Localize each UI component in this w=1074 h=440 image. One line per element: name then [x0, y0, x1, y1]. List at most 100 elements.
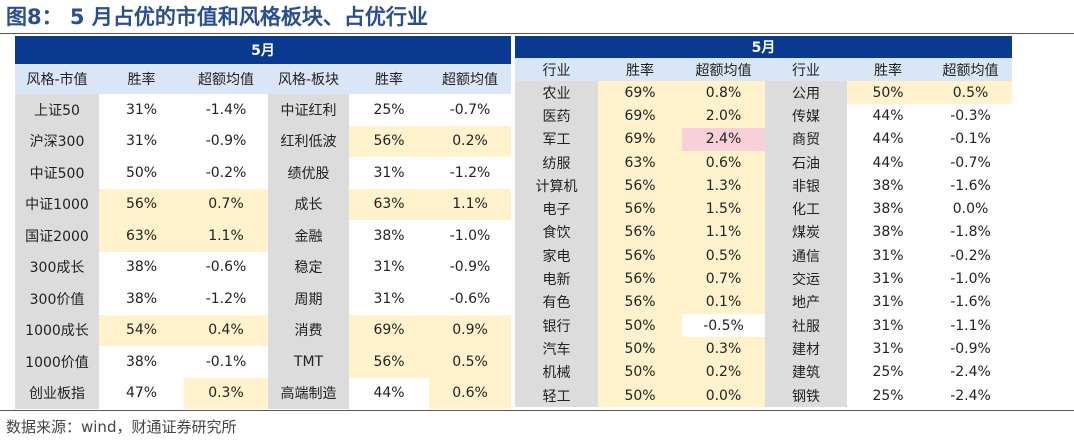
- table-cell: -0.5%: [682, 313, 765, 338]
- table-cell: 建筑: [765, 360, 847, 384]
- table-row: 医药 69% 2.0% 传媒 44% -0.3%: [515, 104, 1013, 128]
- table-row: 上证50 31% -1.4% 中证红利 25% -0.7%: [15, 94, 512, 126]
- table-cell: 31%: [349, 251, 429, 283]
- table-cell: 47%: [99, 377, 184, 409]
- header-cell: 行业: [515, 58, 598, 81]
- month-label: 5月: [15, 36, 512, 64]
- table-cell: 地产: [765, 290, 847, 314]
- table-cell: 食饮: [515, 220, 598, 245]
- table-cell: 1000价值: [15, 346, 99, 378]
- table-cell: -1.2%: [429, 157, 512, 189]
- table-cell: 0.5%: [429, 346, 512, 378]
- table-cell: 56%: [598, 220, 682, 245]
- table-cell: -1.2%: [184, 283, 268, 315]
- figure-title: 图8： 5 月占优的市值和风格板块、占优行业: [6, 5, 428, 29]
- table-cell: 绩优股: [268, 157, 349, 189]
- table-cell: 医药: [515, 104, 598, 128]
- table-cell: 0.4%: [184, 314, 268, 346]
- table-cell: -1.1%: [929, 313, 1013, 338]
- table-row: 银行 50% -0.5% 社服 31% -1.1%: [515, 313, 1013, 338]
- table-cell: 50%: [598, 313, 682, 338]
- table-cell: 38%: [99, 283, 184, 315]
- table-cell: 0.9%: [429, 314, 512, 346]
- header-cell: 胜率: [99, 64, 184, 94]
- table-cell: -0.7%: [929, 150, 1013, 175]
- table-cell: 非银: [765, 174, 847, 198]
- table-cell: 69%: [349, 314, 429, 346]
- table-cell: 0.7%: [184, 188, 268, 220]
- table-cell: 38%: [99, 251, 184, 283]
- table-cell: 0.5%: [682, 244, 765, 268]
- table-cell: 周期: [268, 283, 349, 315]
- table-cell: 50%: [598, 383, 682, 408]
- table-cell: 国证2000: [15, 220, 99, 252]
- table-cell: 63%: [598, 150, 682, 175]
- table-cell: 0.7%: [682, 267, 765, 291]
- table-row: 300成长 38% -0.6% 稳定 31% -0.9%: [15, 251, 512, 283]
- table-row: 纺服 63% 0.6% 石油 44% -0.7%: [515, 150, 1013, 175]
- table-cell: 300成长: [15, 251, 99, 283]
- table-cell: 0.5%: [929, 81, 1013, 105]
- table-cell: 1.5%: [682, 197, 765, 221]
- header-row: 风格-市值 胜率 超额均值 风格-板块 胜率 超额均值: [15, 64, 512, 94]
- table-cell: 1.3%: [682, 174, 765, 198]
- table-cell: 44%: [847, 127, 929, 151]
- table-cell: 成长: [268, 188, 349, 220]
- table-cell: 红利低波: [268, 125, 349, 157]
- table-cell: 稳定: [268, 251, 349, 283]
- table-cell: 56%: [598, 267, 682, 291]
- table-cell: 上证50: [15, 94, 99, 126]
- table-cell: 44%: [847, 150, 929, 175]
- table-cell: -0.7%: [429, 94, 512, 126]
- table-cell: -0.1%: [184, 346, 268, 378]
- table-cell: -0.9%: [429, 251, 512, 283]
- table-cell: 中证1000: [15, 188, 99, 220]
- table-row: 家电 56% 0.5% 通信 31% -0.2%: [515, 244, 1013, 268]
- table-cell: 电新: [515, 267, 598, 291]
- bottom-divider: [0, 410, 1074, 411]
- table-cell: 38%: [847, 220, 929, 245]
- table-cell: 消费: [268, 314, 349, 346]
- table-cell: -1.6%: [929, 174, 1013, 198]
- table-cell: 38%: [99, 346, 184, 378]
- table-cell: 56%: [598, 244, 682, 268]
- header-cell: 胜率: [598, 58, 682, 81]
- header-cell: 超额均值: [929, 58, 1013, 81]
- table-cell: 纺服: [515, 150, 598, 175]
- table-cell: 31%: [847, 267, 929, 291]
- table-cell: 31%: [847, 244, 929, 268]
- table-cell: 0.1%: [682, 290, 765, 314]
- header-cell: 风格-板块: [268, 64, 349, 94]
- table-row: 300价值 38% -1.2% 周期 31% -0.6%: [15, 283, 512, 315]
- table-cell: 25%: [847, 383, 929, 408]
- table-cell: 石油: [765, 150, 847, 175]
- header-cell: 超额均值: [184, 64, 268, 94]
- table-cell: 建材: [765, 337, 847, 361]
- table-cell: -1.0%: [929, 267, 1013, 291]
- table-row: 电子 56% 1.5% 化工 38% 0.0%: [515, 197, 1013, 221]
- table-row: 农业 69% 0.8% 公用 50% 0.5%: [515, 81, 1013, 105]
- table-row: 电新 56% 0.7% 交运 31% -1.0%: [515, 267, 1013, 291]
- table-cell: 69%: [598, 104, 682, 128]
- table-cell: 38%: [847, 197, 929, 221]
- table-cell: 0.8%: [682, 81, 765, 105]
- table-cell: 44%: [847, 104, 929, 128]
- table-row: 军工 69% 2.4% 商贸 44% -0.1%: [515, 127, 1013, 151]
- table-row: 轻工 50% 0.0% 钢铁 25% -2.4%: [515, 383, 1013, 408]
- table-row: 中证1000 56% 0.7% 成长 63% 1.1%: [15, 188, 512, 220]
- table-row: 1000成长 54% 0.4% 消费 69% 0.9%: [15, 314, 512, 346]
- table-cell: 31%: [99, 125, 184, 157]
- table-cell: -0.6%: [429, 283, 512, 315]
- table-cell: 0.2%: [682, 360, 765, 384]
- table-row: 汽车 50% 0.3% 建材 31% -0.9%: [515, 337, 1013, 361]
- table-cell: 50%: [598, 337, 682, 361]
- header-cell: 胜率: [349, 64, 429, 94]
- table-cell: 创业板指: [15, 377, 99, 409]
- style-table: 5月 风格-市值 胜率 超额均值 风格-板块 胜率 超额均值 上证50 31% -1…: [15, 36, 512, 409]
- table-row: 创业板指 47% 0.3% 高端制造 44% 0.6%: [15, 377, 512, 409]
- table-cell: 56%: [349, 125, 429, 157]
- table-cell: 31%: [847, 290, 929, 314]
- table-cell: 50%: [99, 157, 184, 189]
- table-cell: -2.4%: [929, 383, 1013, 408]
- table-cell: 69%: [598, 81, 682, 105]
